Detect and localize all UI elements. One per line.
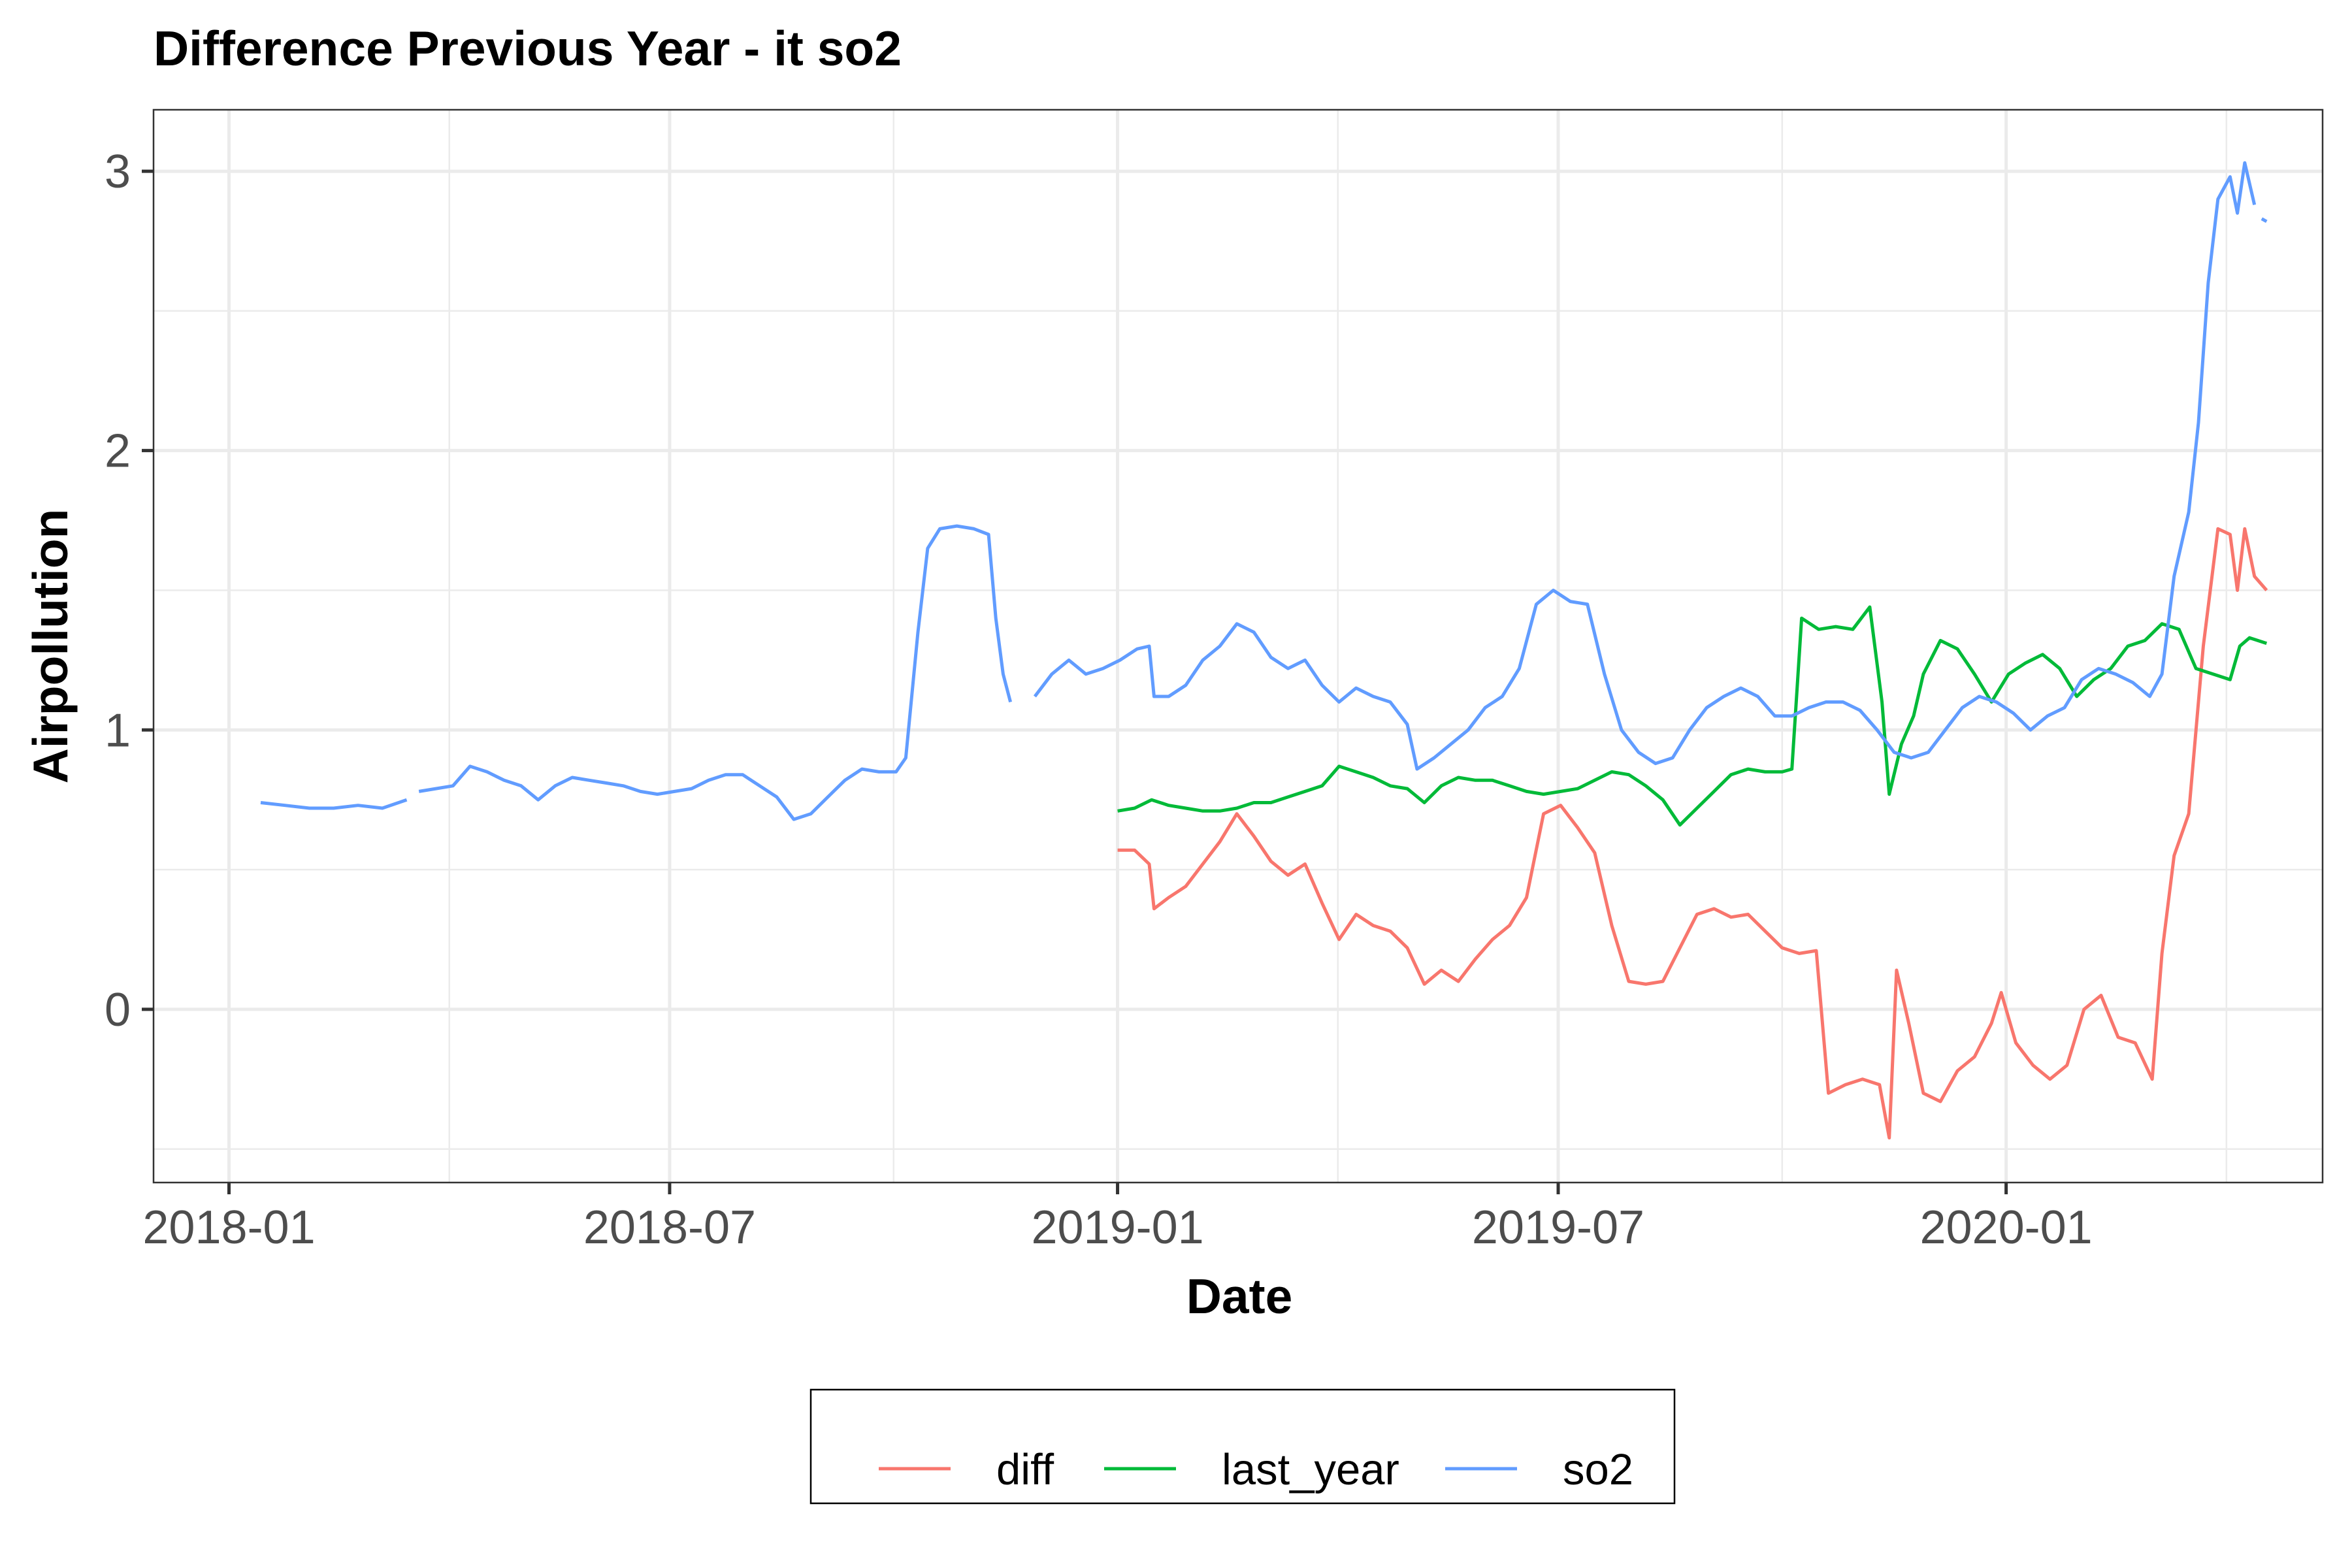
- series-line-so2: [418, 524, 1013, 821]
- x-tick-label: 2020-01: [1919, 1201, 2092, 1254]
- x-tick-label: 2019-07: [1472, 1201, 1644, 1254]
- y-tick-label: 2: [105, 425, 131, 478]
- legend-label-last-year: last_year: [1222, 1445, 1399, 1494]
- y-tick-label: 0: [105, 984, 131, 1036]
- chart-title: Difference Previous Year - it so2: [154, 21, 902, 76]
- series-line-so2: [2261, 217, 2268, 223]
- grid: [154, 110, 2323, 1183]
- series-layer: [260, 161, 2268, 1140]
- x-tick-label: 2019-01: [1031, 1201, 1203, 1254]
- legend-box: [809, 1388, 1676, 1505]
- series-line-so2: [260, 798, 408, 810]
- y-axis: 0 1 2 3: [105, 146, 154, 1036]
- series-line-so2: [1033, 161, 2257, 771]
- y-tick-label: 1: [105, 704, 131, 757]
- plot-background: [154, 110, 2323, 1183]
- series-line-diff: [1117, 527, 2268, 1140]
- x-tick-label: 2018-01: [142, 1201, 315, 1254]
- x-axis-title: Date: [1186, 1269, 1293, 1324]
- series-line-last-year: [1117, 605, 2268, 827]
- plot-panel-border: [152, 108, 2324, 1184]
- legend: diff last_year so2: [809, 1388, 1676, 1505]
- y-tick-label: 3: [105, 146, 131, 198]
- legend-label-so2: so2: [1563, 1445, 1633, 1494]
- legend-entries: diff last_year so2: [879, 1445, 1633, 1494]
- x-tick-label: 2018-07: [583, 1201, 756, 1254]
- legend-label-diff: diff: [996, 1445, 1054, 1494]
- y-axis-title: Airpollution: [23, 509, 78, 784]
- x-axis: 2018-01 2018-07 2019-01 2019-07 2020-01: [142, 1183, 2093, 1254]
